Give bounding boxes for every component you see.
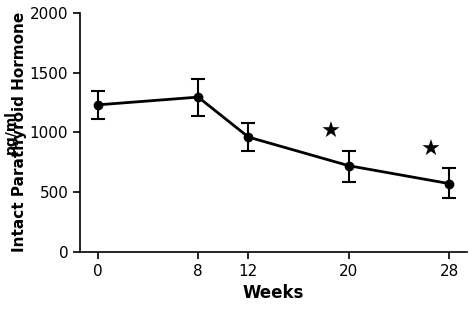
Y-axis label: Intact Parathyroid Hormone: Intact Parathyroid Hormone bbox=[12, 12, 27, 252]
Text: ★: ★ bbox=[320, 122, 340, 142]
X-axis label: Weeks: Weeks bbox=[243, 284, 304, 302]
Text: pg/ml: pg/ml bbox=[3, 110, 18, 154]
Text: ★: ★ bbox=[420, 140, 441, 160]
